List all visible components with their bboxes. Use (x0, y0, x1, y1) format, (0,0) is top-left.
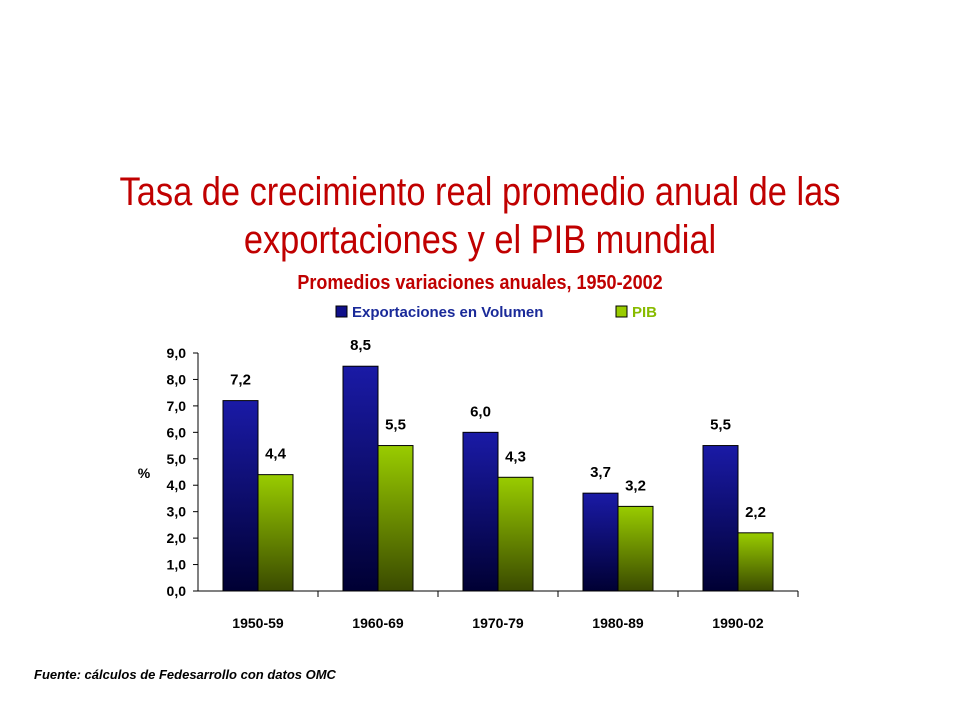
chart-subtitle: Promedios variaciones anuales, 1950-2002 (297, 272, 663, 294)
chart-bars (222, 365, 774, 592)
data-label: 3,2 (625, 477, 646, 494)
bar-pib (377, 445, 414, 592)
bar-pib (497, 476, 534, 592)
chart-legend: Exportaciones en Volumen PIB (335, 304, 657, 321)
y-tick-label: 0,0 (167, 583, 187, 599)
legend-swatch (615, 305, 628, 318)
chart-axes: 0,0 1,0 2,0 3,0 4,0 5,0 6,0 7,0 8,0 9,0% 1950-59 19… (138, 345, 799, 631)
x-tick-label: 1950-59 (232, 615, 284, 631)
y-tick-label: 8,0 (167, 371, 187, 387)
data-label: 6,0 (470, 403, 491, 420)
source-note: Fuente: cálculos de Fedesarrollo con dat… (34, 667, 336, 682)
y-tick-label: 4,0 (167, 477, 187, 493)
chart-title: Tasa de crecimiento real promedio anual … (119, 168, 841, 264)
chart-title-line-2: exportaciones y el PIB mundial (243, 218, 717, 262)
bar-pib (617, 505, 654, 592)
chart-data-labels: 7,2 4,4 8,5 5,5 6,0 4,3 3,7 3,2 5,5 2,2 (230, 337, 766, 521)
bar-exportaciones (702, 445, 739, 592)
y-tick-label: 1,0 (167, 557, 187, 573)
legend-label: Exportaciones en Volumen (352, 304, 543, 321)
data-label: 4,3 (505, 448, 526, 465)
y-axis-label: % (138, 465, 151, 481)
data-label: 7,2 (230, 372, 251, 389)
bar-pib (257, 474, 294, 592)
x-tick-label: 1960-69 (352, 615, 404, 631)
y-tick-label: 7,0 (167, 398, 187, 414)
data-label: 5,5 (710, 417, 731, 434)
y-tick-label: 6,0 (167, 424, 187, 440)
bar-exportaciones (342, 365, 379, 592)
data-label: 5,5 (385, 417, 406, 434)
legend-label: PIB (632, 304, 657, 321)
chart-title-line-1: Tasa de crecimiento real promedio anual … (119, 170, 841, 214)
legend-swatch (335, 305, 348, 318)
y-tick-label: 5,0 (167, 451, 187, 467)
y-tick-label: 2,0 (167, 530, 187, 546)
bar-exportaciones (462, 431, 499, 592)
data-label: 8,5 (350, 337, 371, 354)
bar-pib (737, 532, 774, 592)
bar-exportaciones (582, 492, 619, 592)
data-label: 2,2 (745, 504, 766, 521)
y-tick-label: 9,0 (167, 345, 187, 361)
x-tick-label: 1980-89 (592, 615, 644, 631)
y-tick-label: 3,0 (167, 504, 187, 520)
data-label: 3,7 (590, 464, 611, 481)
data-label: 4,4 (265, 446, 287, 463)
bar-exportaciones (222, 400, 259, 592)
x-tick-label: 1990-02 (712, 615, 764, 631)
x-tick-label: 1970-79 (472, 615, 524, 631)
